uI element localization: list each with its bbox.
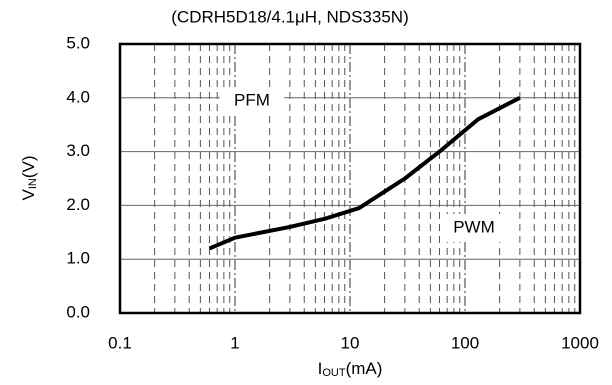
x-label-sub: OUT <box>322 367 346 379</box>
y-tick-label: 3.0 <box>66 141 90 160</box>
x-tick-label: 10 <box>341 333 360 352</box>
x-tick-label: 1000 <box>561 333 599 352</box>
x-label-main: I <box>318 359 323 378</box>
y-tick-label: 1.0 <box>66 249 90 268</box>
x-tick-label: 1 <box>230 333 239 352</box>
annotation-bg <box>442 214 506 242</box>
plot-frame <box>118 42 582 315</box>
x-axis-label: IOUT(mA) <box>318 359 383 378</box>
y-tick-label: 5.0 <box>66 33 90 52</box>
y-label-main: V <box>19 189 38 201</box>
x-tick-label: 100 <box>451 333 479 352</box>
y-tick-label: 2.0 <box>66 195 90 214</box>
annotation: PFM <box>234 90 270 109</box>
chart-title: (CDRH5D18/4.1μH, NDS335N) <box>171 7 408 26</box>
y-label-sub: IN <box>27 178 39 189</box>
y-axis-label: VIN(V) <box>19 155 38 200</box>
line <box>208 96 521 251</box>
y-tick-label: 0.0 <box>66 302 90 321</box>
x-tick-label: 0.1 <box>108 333 132 352</box>
x-label-suffix: (mA) <box>346 359 383 378</box>
annotation: PWM <box>453 217 495 236</box>
y-label-suffix: (V) <box>19 155 38 178</box>
y-tick-label: 4.0 <box>66 87 90 106</box>
annotation-bg <box>220 87 284 115</box>
